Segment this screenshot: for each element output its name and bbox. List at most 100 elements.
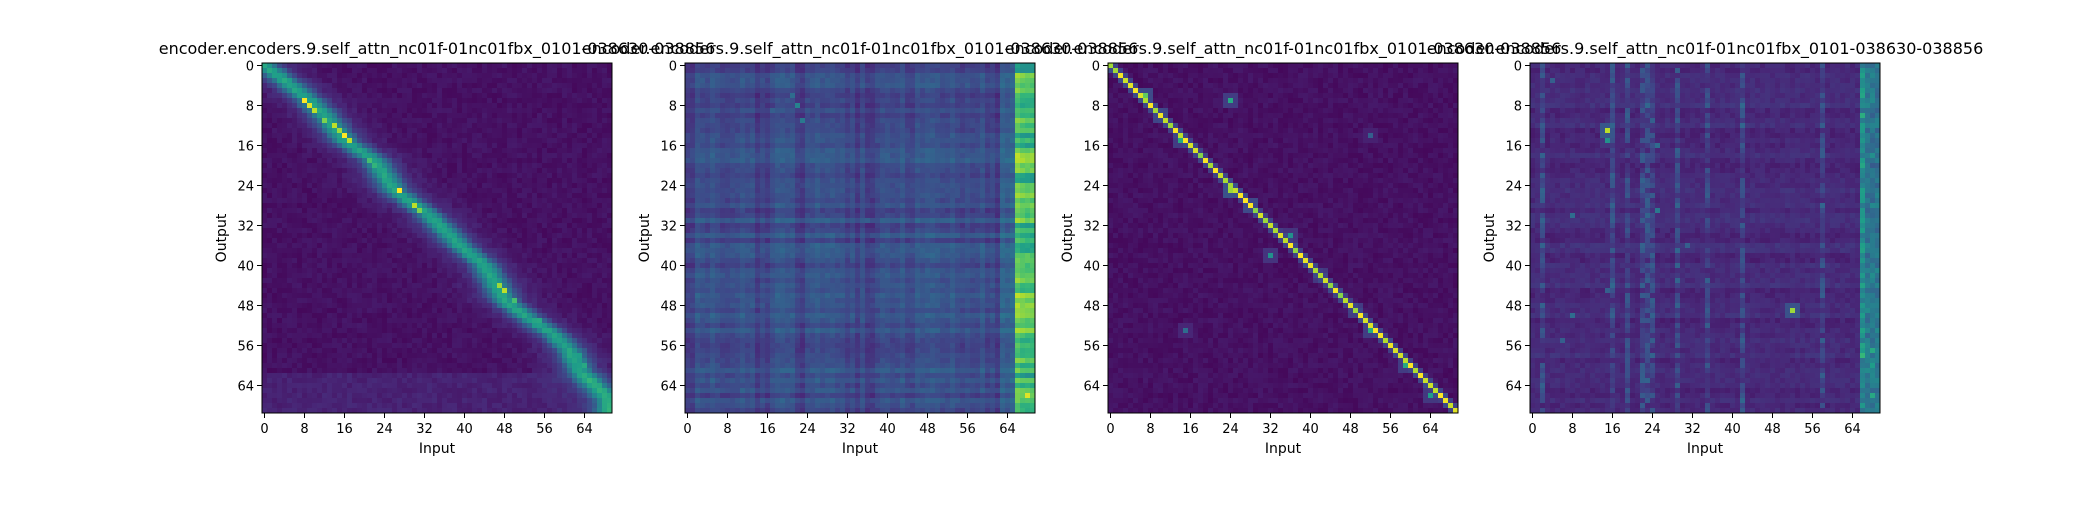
heatmap-cell (357, 233, 363, 239)
heatmap-cell (372, 358, 378, 364)
heatmap-cell (602, 108, 608, 114)
heatmap-cell (557, 408, 563, 414)
heatmap-cell (532, 173, 538, 179)
heatmap-cell (307, 238, 313, 244)
heatmap-cell (602, 338, 608, 344)
heatmap-cell (342, 193, 348, 199)
heatmap-cell (312, 313, 318, 319)
heatmap-cell (472, 313, 478, 319)
heatmap-cell (402, 303, 408, 309)
heatmap-cell (492, 378, 498, 384)
heatmap-cell (317, 318, 323, 324)
heatmap-cell (397, 363, 403, 369)
heatmap-cell (597, 188, 603, 194)
heatmap-cell (307, 143, 313, 149)
heatmap-cell (512, 233, 518, 239)
heatmap-cell (597, 388, 603, 394)
heatmap-cell (417, 93, 423, 99)
heatmap-cell (592, 113, 598, 119)
heatmap-cell (502, 178, 508, 184)
heatmap-cell (552, 313, 558, 319)
heatmap-cell (272, 388, 278, 394)
heatmap-cell (497, 148, 503, 154)
heatmap-cell (557, 318, 563, 324)
heatmap-cell (587, 403, 593, 409)
heatmap-cell (267, 403, 273, 409)
heatmap-cell (402, 68, 408, 74)
heatmap-cell (272, 83, 278, 89)
heatmap-cell (582, 218, 588, 224)
heatmap-cell (287, 378, 293, 384)
heatmap-cell (362, 258, 368, 264)
heatmap-cell (547, 388, 553, 394)
heatmap-cell (582, 78, 588, 84)
heatmap-cell (442, 273, 448, 279)
heatmap-cell (282, 313, 288, 319)
heatmap-cell (297, 83, 303, 89)
heatmap-cell (382, 228, 388, 234)
plot-frame (261, 62, 613, 414)
heatmap-cell (412, 308, 418, 314)
heatmap-cell (367, 283, 373, 289)
heatmap-cell (267, 148, 273, 154)
heatmap-cell (467, 378, 473, 384)
heatmap-cell (282, 93, 288, 99)
heatmap-cell (417, 163, 423, 169)
heatmap-cell (482, 133, 488, 139)
heatmap-cell (572, 243, 578, 249)
heatmap-cell (332, 173, 338, 179)
x-tick-label: 8 (300, 422, 308, 437)
heatmap-cell (392, 238, 398, 244)
heatmap-cell (327, 363, 333, 369)
heatmap-cell (487, 208, 493, 214)
heatmap-cell (557, 133, 563, 139)
heatmap-cell (562, 253, 568, 259)
heatmap-cell (357, 253, 363, 259)
heatmap-cell (577, 293, 583, 299)
heatmap-cell (592, 193, 598, 199)
heatmap-cell (307, 133, 313, 139)
heatmap-cell (577, 108, 583, 114)
heatmap-cell (387, 253, 393, 259)
heatmap-cell (562, 153, 568, 159)
heatmap-cell (567, 298, 573, 304)
heatmap-cell (407, 328, 413, 334)
heatmap-cell (502, 148, 508, 154)
heatmap-cell (447, 358, 453, 364)
heatmap-cell (397, 348, 403, 354)
heatmap-cell (297, 178, 303, 184)
heatmap-cell (342, 278, 348, 284)
heatmap-cell (497, 158, 503, 164)
heatmap-cell (462, 328, 468, 334)
heatmap-cell (302, 383, 308, 389)
heatmap-cell (392, 263, 398, 269)
heatmap-cell (362, 128, 368, 134)
heatmap-cell (587, 213, 593, 219)
heatmap-cell (342, 323, 348, 329)
heatmap-cell (402, 93, 408, 99)
heatmap-cell (477, 358, 483, 364)
heatmap-cell (447, 103, 453, 109)
heatmap-cell (282, 338, 288, 344)
heatmap-cell (402, 398, 408, 404)
heatmap-cell (322, 108, 328, 114)
heatmap-cell (272, 328, 278, 334)
heatmap-cell (262, 163, 268, 169)
heatmap-cell (387, 188, 393, 194)
heatmap-cell (377, 243, 383, 249)
heatmap-cell (542, 333, 548, 339)
heatmap-cell (447, 68, 453, 74)
heatmap-cell (287, 128, 293, 134)
heatmap-cell (317, 248, 323, 254)
heatmap-cell (327, 358, 333, 364)
heatmap-cell (282, 268, 288, 274)
heatmap-cell (287, 248, 293, 254)
heatmap-cell (532, 103, 538, 109)
heatmap-cell (592, 63, 598, 69)
heatmap-cell (547, 378, 553, 384)
heatmap-cell (557, 388, 563, 394)
heatmap-cell (472, 83, 478, 89)
heatmap-cell (602, 128, 608, 134)
heatmap-cell (262, 368, 268, 374)
heatmap-cell (432, 153, 438, 159)
